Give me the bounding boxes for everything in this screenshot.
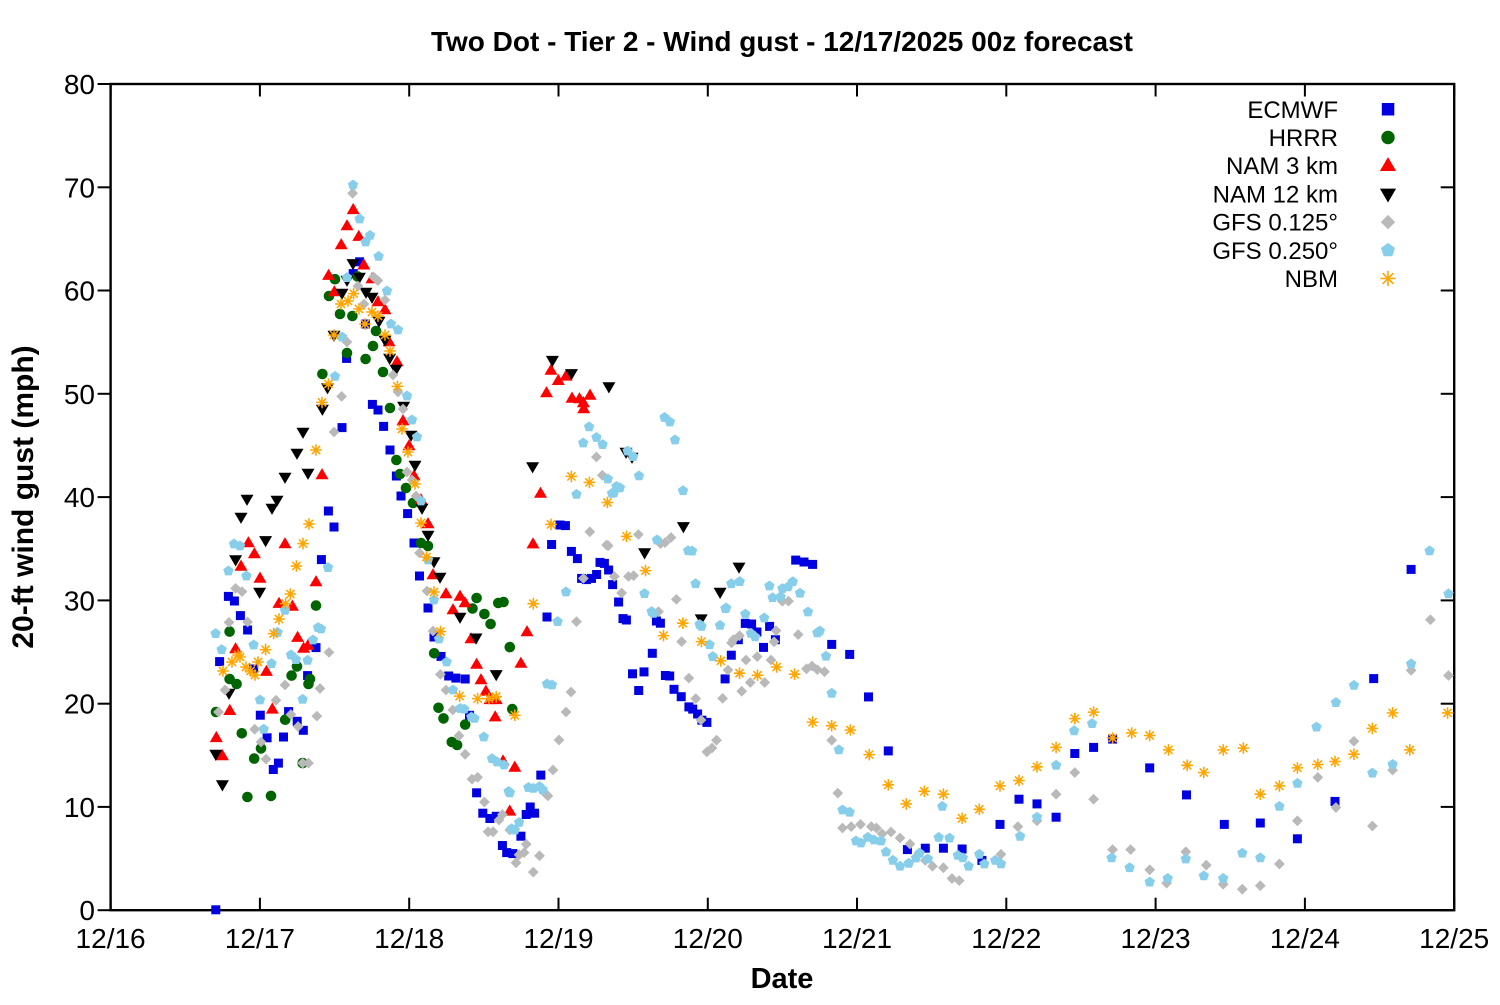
svg-text:12/20: 12/20 bbox=[673, 923, 743, 954]
svg-text:12/19: 12/19 bbox=[523, 923, 593, 954]
svg-text:30: 30 bbox=[64, 585, 95, 616]
svg-text:12/21: 12/21 bbox=[822, 923, 892, 954]
svg-text:40: 40 bbox=[64, 482, 95, 513]
svg-text:12/24: 12/24 bbox=[1270, 923, 1340, 954]
svg-text:60: 60 bbox=[64, 276, 95, 307]
svg-text:50: 50 bbox=[64, 379, 95, 410]
svg-text:NAM 3 km: NAM 3 km bbox=[1226, 153, 1338, 180]
svg-text:20-ft wind gust (mph): 20-ft wind gust (mph) bbox=[7, 345, 40, 648]
svg-text:70: 70 bbox=[64, 172, 95, 203]
svg-text:12/25: 12/25 bbox=[1419, 923, 1489, 954]
svg-text:NBM: NBM bbox=[1285, 266, 1338, 293]
svg-text:GFS 0.250°: GFS 0.250° bbox=[1212, 238, 1338, 265]
svg-text:12/23: 12/23 bbox=[1121, 923, 1191, 954]
svg-text:Date: Date bbox=[751, 963, 814, 995]
svg-text:NAM 12 km: NAM 12 km bbox=[1213, 181, 1338, 208]
svg-text:12/22: 12/22 bbox=[971, 923, 1041, 954]
svg-text:ECMWF: ECMWF bbox=[1247, 97, 1338, 124]
svg-text:HRRR: HRRR bbox=[1269, 125, 1338, 152]
svg-text:80: 80 bbox=[64, 69, 95, 100]
svg-text:20: 20 bbox=[64, 689, 95, 720]
svg-text:10: 10 bbox=[64, 792, 95, 823]
svg-text:Two Dot - Tier 2 - Wind gust -: Two Dot - Tier 2 - Wind gust - 12/17/202… bbox=[431, 26, 1133, 57]
svg-text:GFS 0.125°: GFS 0.125° bbox=[1212, 210, 1338, 237]
svg-text:12/18: 12/18 bbox=[374, 923, 444, 954]
svg-text:0: 0 bbox=[79, 895, 95, 926]
svg-text:12/17: 12/17 bbox=[225, 923, 295, 954]
svg-text:12/16: 12/16 bbox=[76, 923, 146, 954]
